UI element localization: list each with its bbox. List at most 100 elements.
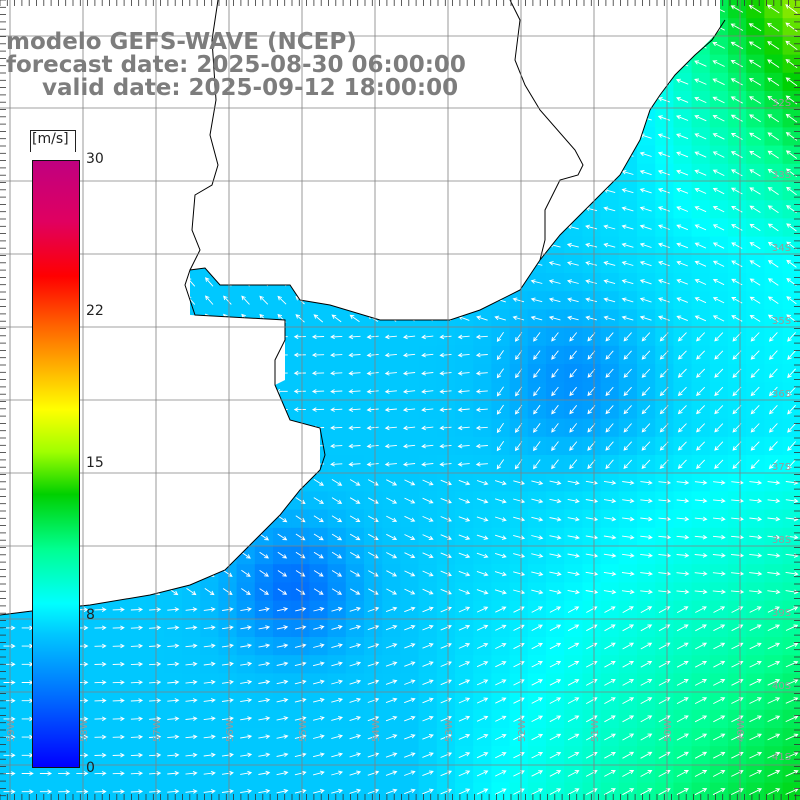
wind-arrow <box>458 733 471 740</box>
wind-arrow <box>331 716 344 721</box>
wind-arrow <box>749 534 763 540</box>
wind-arrow <box>457 334 470 340</box>
wind-arrow <box>749 606 762 613</box>
wind-arrow <box>767 480 781 485</box>
wind-arrow <box>658 534 672 540</box>
wind-arrow <box>531 697 543 704</box>
wind-arrow <box>203 643 216 649</box>
wind-arrow <box>367 661 380 667</box>
wind-arrow <box>641 423 651 433</box>
wind-arrow <box>549 788 562 795</box>
wind-arrow <box>767 715 781 723</box>
wind-arrow <box>495 788 507 795</box>
wind-arrow <box>112 789 125 794</box>
wind-arrow <box>566 261 579 266</box>
wind-arrow <box>622 553 635 558</box>
wind-arrow <box>294 697 307 703</box>
wind-arrow <box>696 441 706 451</box>
wind-arrow <box>768 441 778 451</box>
wind-arrow <box>349 788 362 794</box>
wind-arrow <box>749 242 761 250</box>
wind-arrow <box>694 571 708 576</box>
wind-arrow <box>749 150 761 159</box>
wind-arrow <box>294 734 307 739</box>
wind-arrow <box>549 606 562 613</box>
wind-arrow <box>551 368 559 379</box>
wind-arrow <box>203 698 216 703</box>
wind-arrow <box>458 697 471 704</box>
wind-arrow <box>767 205 779 214</box>
lat-label: 34S <box>772 243 792 254</box>
wind-arrow <box>640 480 653 485</box>
wind-arrow <box>439 334 452 340</box>
wind-arrow <box>730 60 744 68</box>
wind-arrow <box>676 534 690 540</box>
wind-arrow <box>696 405 706 415</box>
wind-arrow <box>622 534 635 540</box>
wind-arrow <box>551 459 559 470</box>
wind-arrow <box>204 588 215 596</box>
wind-arrow <box>658 516 672 522</box>
wind-arrow <box>767 553 781 558</box>
wind-arrow <box>349 752 362 758</box>
wind-arrow <box>533 423 541 433</box>
wind-arrow <box>112 661 125 667</box>
wind-arrow <box>311 352 325 358</box>
wind-arrow <box>549 697 562 704</box>
wind-arrow <box>349 588 361 595</box>
wind-arrow <box>640 751 653 759</box>
wind-arrow <box>421 389 434 394</box>
wind-arrow <box>385 661 398 667</box>
wind-arrow <box>731 480 744 485</box>
wind-arrow <box>767 296 779 304</box>
wind-arrow <box>640 534 653 540</box>
wind-arrow <box>440 679 452 686</box>
wind-arrow <box>366 407 379 413</box>
colorbar-unit: [m/s] <box>32 131 69 147</box>
wind-arrow <box>696 459 706 469</box>
wind-arrow <box>676 151 689 158</box>
wind-arrow <box>604 679 616 686</box>
wind-arrow <box>221 770 234 776</box>
wind-arrow <box>476 661 489 668</box>
wind-arrow <box>313 588 324 595</box>
wind-arrow <box>603 242 616 248</box>
wind-arrow <box>221 698 234 703</box>
wind-arrow <box>640 642 653 650</box>
wind-arrow <box>641 368 651 378</box>
wind-arrow <box>331 515 343 523</box>
wind-arrow <box>404 552 416 559</box>
wind-arrow <box>712 571 726 576</box>
wind-arrow <box>496 441 505 452</box>
wind-arrow <box>712 278 725 286</box>
wind-arrow <box>533 404 541 415</box>
wind-arrow <box>349 570 361 577</box>
lat-label: 39S <box>772 608 792 619</box>
wind-arrow <box>622 715 635 723</box>
wind-arrow <box>167 661 180 667</box>
wind-arrow <box>494 552 507 559</box>
wind-arrow <box>551 404 559 415</box>
wind-arrow <box>258 752 271 758</box>
wind-arrow <box>639 151 652 157</box>
wind-arrow <box>112 716 125 722</box>
wind-arrow <box>384 462 397 467</box>
wind-arrow <box>786 223 797 232</box>
wind-arrow <box>585 279 598 284</box>
wind-arrow <box>422 679 434 686</box>
wind-arrow <box>768 368 778 379</box>
wind-arrow <box>749 553 763 558</box>
colorbar-tick-0: 0 <box>86 760 95 776</box>
wind-arrow <box>404 788 416 795</box>
wind-arrow <box>785 150 798 159</box>
wind-arrow <box>713 697 726 704</box>
wind-arrow <box>440 788 453 795</box>
wind-arrow <box>622 733 635 741</box>
wind-arrow <box>366 462 379 467</box>
wind-arrow <box>457 352 470 358</box>
wind-arrow <box>311 370 325 376</box>
wind-arrow <box>496 368 504 379</box>
wind-arrow <box>276 752 289 758</box>
wind-arrow <box>623 423 632 433</box>
lon-label: 59W <box>6 719 17 742</box>
